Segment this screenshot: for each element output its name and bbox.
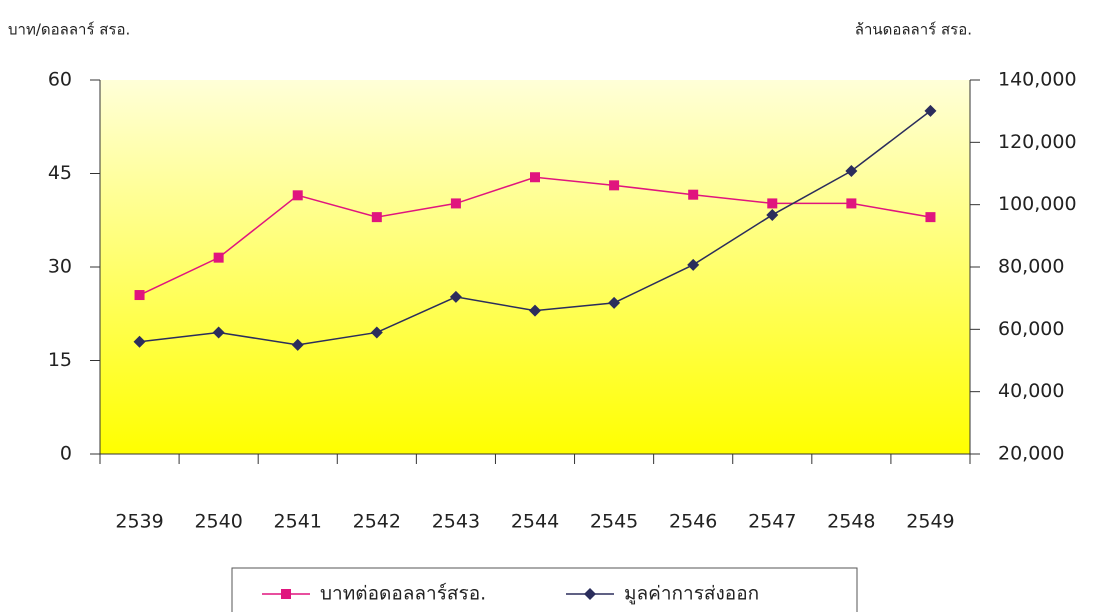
y-axis-label: บาท/ดอลลาร์ สรอ. [8, 21, 130, 39]
marker [688, 189, 699, 200]
x-tick-label: 2544 [511, 511, 559, 533]
legend-box [231, 567, 858, 612]
marker [371, 212, 382, 223]
marker [584, 588, 596, 600]
marker [766, 208, 779, 221]
marker [292, 190, 303, 201]
y-tick-label: 60 [48, 69, 72, 91]
x-tick-label: 2548 [827, 511, 875, 533]
marker [213, 252, 224, 263]
x-tick-label: 2542 [353, 511, 401, 533]
plot-area [100, 80, 970, 454]
x-tick-label: 2541 [274, 511, 322, 533]
y2-tick-label: 40,000 [998, 380, 1064, 402]
marker [133, 335, 146, 348]
x-tick-label: 2539 [115, 511, 163, 533]
marker [608, 296, 621, 309]
marker [291, 338, 304, 351]
y-tick-label: 30 [48, 256, 72, 278]
x-tick-label: 2547 [748, 511, 796, 533]
marker [687, 258, 700, 271]
marker [924, 104, 937, 117]
marker [846, 198, 857, 209]
x-tick-label: 2540 [194, 511, 242, 533]
y2-tick-label: 80,000 [998, 256, 1064, 278]
legend-label: มูลค่าการส่งออก [624, 583, 759, 605]
marker [529, 304, 541, 317]
marker [134, 290, 145, 301]
marker [530, 172, 540, 183]
legend-label: บาทต่อดอลลาร์สรอ. [320, 583, 486, 605]
marker [281, 589, 291, 599]
marker [370, 326, 383, 339]
y-tick-label: 15 [48, 349, 72, 371]
x-tick-label: 2545 [590, 511, 638, 533]
y2-tick-label: 20,000 [998, 443, 1064, 465]
marker [925, 212, 936, 223]
x-tick-label: 2549 [906, 511, 954, 533]
marker [450, 198, 461, 209]
marker [609, 180, 620, 191]
y2-tick-label: 120,000 [998, 131, 1077, 153]
y2-tick-label: 100,000 [998, 193, 1077, 215]
marker [449, 290, 462, 303]
x-tick-label: 2546 [669, 511, 717, 533]
marker [767, 198, 778, 209]
y2-tick-label: 140,000 [998, 69, 1077, 91]
y2-axis-label: ล้านดอลลาร์ สรอ. [855, 21, 972, 39]
y2-tick-label: 60,000 [998, 318, 1064, 340]
y-tick-label: 0 [60, 443, 72, 465]
x-tick-label: 2543 [432, 511, 480, 533]
y-tick-label: 45 [48, 162, 72, 184]
marker [845, 165, 858, 178]
marker [212, 326, 225, 339]
